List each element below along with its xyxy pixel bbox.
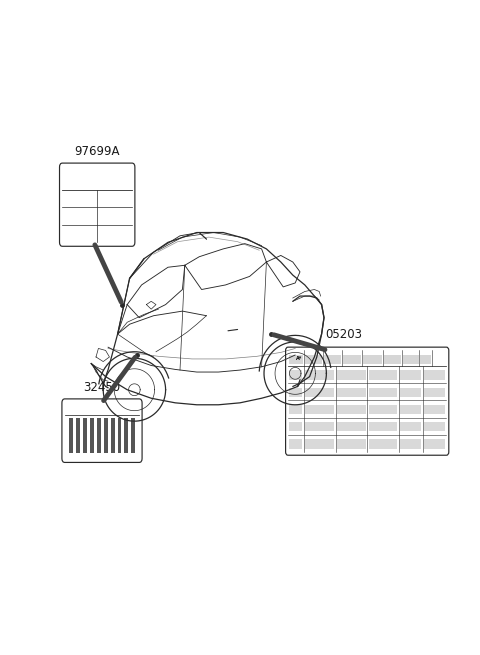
- Bar: [424, 439, 445, 449]
- Bar: [305, 388, 334, 397]
- Bar: [76, 419, 80, 453]
- Bar: [400, 388, 421, 397]
- Bar: [400, 405, 421, 414]
- Bar: [104, 419, 108, 453]
- Bar: [424, 405, 445, 414]
- Bar: [424, 388, 445, 397]
- Bar: [400, 439, 421, 449]
- Bar: [343, 355, 361, 364]
- Bar: [337, 439, 366, 449]
- Bar: [403, 355, 419, 364]
- Bar: [124, 419, 128, 453]
- Text: 05203: 05203: [325, 328, 362, 341]
- Bar: [289, 439, 302, 449]
- Bar: [289, 388, 302, 397]
- Bar: [90, 419, 94, 453]
- Bar: [289, 355, 303, 364]
- Bar: [369, 422, 397, 432]
- Bar: [369, 388, 397, 397]
- Bar: [289, 371, 302, 380]
- Bar: [420, 355, 431, 364]
- Text: 97699A: 97699A: [74, 145, 120, 158]
- Bar: [424, 371, 445, 380]
- FancyBboxPatch shape: [286, 347, 449, 455]
- FancyBboxPatch shape: [62, 399, 142, 462]
- Bar: [305, 371, 334, 380]
- Bar: [69, 419, 73, 453]
- Bar: [337, 422, 366, 432]
- Bar: [132, 419, 135, 453]
- Bar: [324, 355, 341, 364]
- Bar: [337, 371, 366, 380]
- Bar: [83, 419, 87, 453]
- Bar: [305, 355, 322, 364]
- Bar: [400, 371, 421, 380]
- Bar: [118, 419, 121, 453]
- Bar: [289, 422, 302, 432]
- Bar: [110, 419, 115, 453]
- Bar: [424, 422, 445, 432]
- Bar: [97, 419, 101, 453]
- Bar: [369, 371, 397, 380]
- Bar: [369, 439, 397, 449]
- Bar: [289, 405, 302, 414]
- Bar: [400, 422, 421, 432]
- Text: 32450: 32450: [84, 381, 120, 394]
- Bar: [305, 405, 334, 414]
- Bar: [384, 355, 401, 364]
- Bar: [337, 388, 366, 397]
- Bar: [305, 422, 334, 432]
- Bar: [305, 439, 334, 449]
- Bar: [337, 405, 366, 414]
- FancyBboxPatch shape: [60, 163, 135, 246]
- Text: A*: A*: [296, 356, 302, 361]
- Bar: [369, 405, 397, 414]
- Bar: [363, 355, 382, 364]
